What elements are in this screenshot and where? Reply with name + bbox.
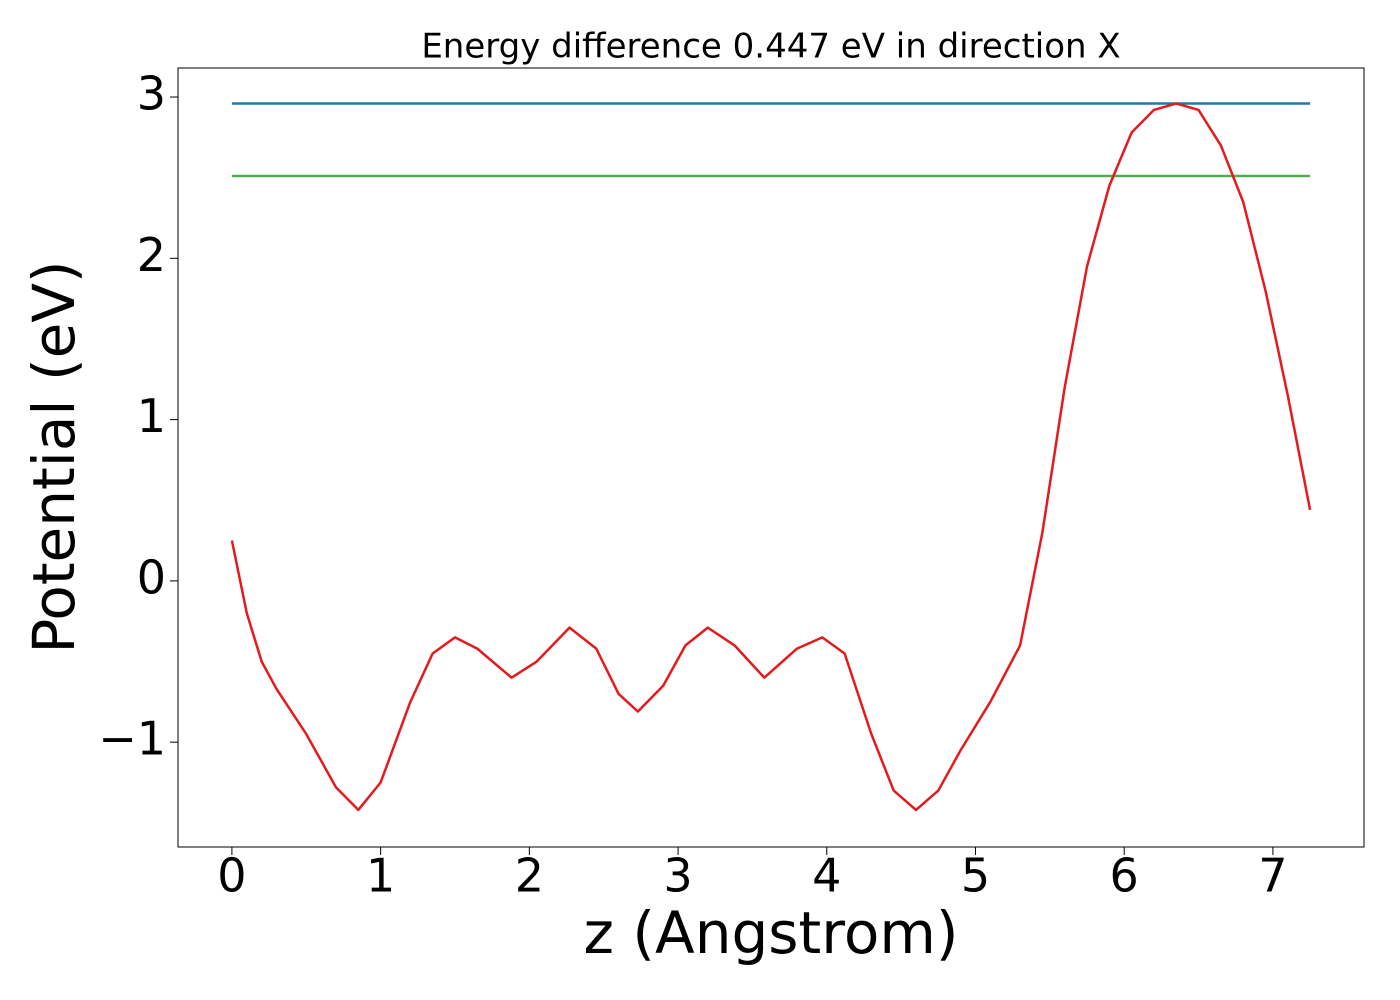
y-axis-label: Potential (eV) bbox=[20, 260, 88, 653]
x-tick-label: 7 bbox=[1258, 849, 1287, 903]
x-tick-label: 4 bbox=[812, 849, 841, 903]
x-tick-label: 3 bbox=[663, 849, 692, 903]
y-tick-label: 2 bbox=[137, 228, 166, 282]
x-axis-label: z (Angstrom) bbox=[584, 899, 959, 967]
plot-area bbox=[177, 67, 1365, 848]
y-tick-label: −1 bbox=[98, 712, 166, 766]
x-tick-label: 1 bbox=[366, 849, 395, 903]
chart-title: Energy difference 0.447 eV in direction … bbox=[421, 27, 1120, 67]
x-tick-label: 2 bbox=[515, 849, 544, 903]
y-tick-label: 1 bbox=[137, 389, 166, 443]
y-tick-label: 3 bbox=[137, 67, 166, 121]
line-series bbox=[230, 102, 1312, 812]
x-tick-label: 5 bbox=[961, 849, 990, 903]
x-tick-label: 0 bbox=[217, 849, 246, 903]
x-tick-label: 6 bbox=[1110, 849, 1139, 903]
y-tick-label: 0 bbox=[137, 550, 166, 604]
